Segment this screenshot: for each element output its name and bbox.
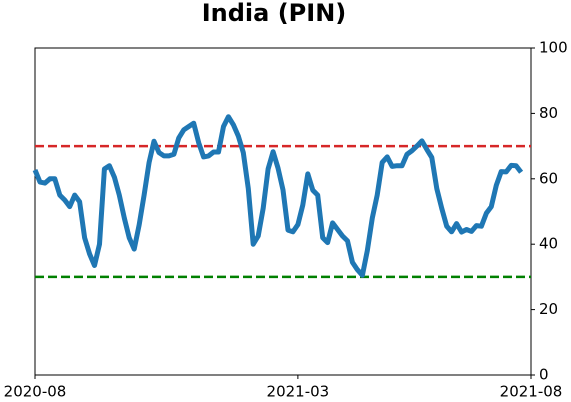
y-tick-label: 100 xyxy=(539,39,568,57)
y-tick-label: 20 xyxy=(539,300,558,318)
y-tick-label: 60 xyxy=(539,169,558,187)
x-tick-label: 2021-08 xyxy=(500,383,563,401)
plot-frame xyxy=(34,47,532,376)
x-tick-label: 2020-08 xyxy=(4,383,67,401)
y-tick-label: 80 xyxy=(539,104,558,122)
data-line xyxy=(32,114,524,278)
y-tick-label: 0 xyxy=(539,366,549,384)
y-tick-label: 40 xyxy=(539,235,558,253)
chart-title: India (PIN) xyxy=(202,0,347,27)
x-tick-label: 2021-03 xyxy=(267,383,330,401)
